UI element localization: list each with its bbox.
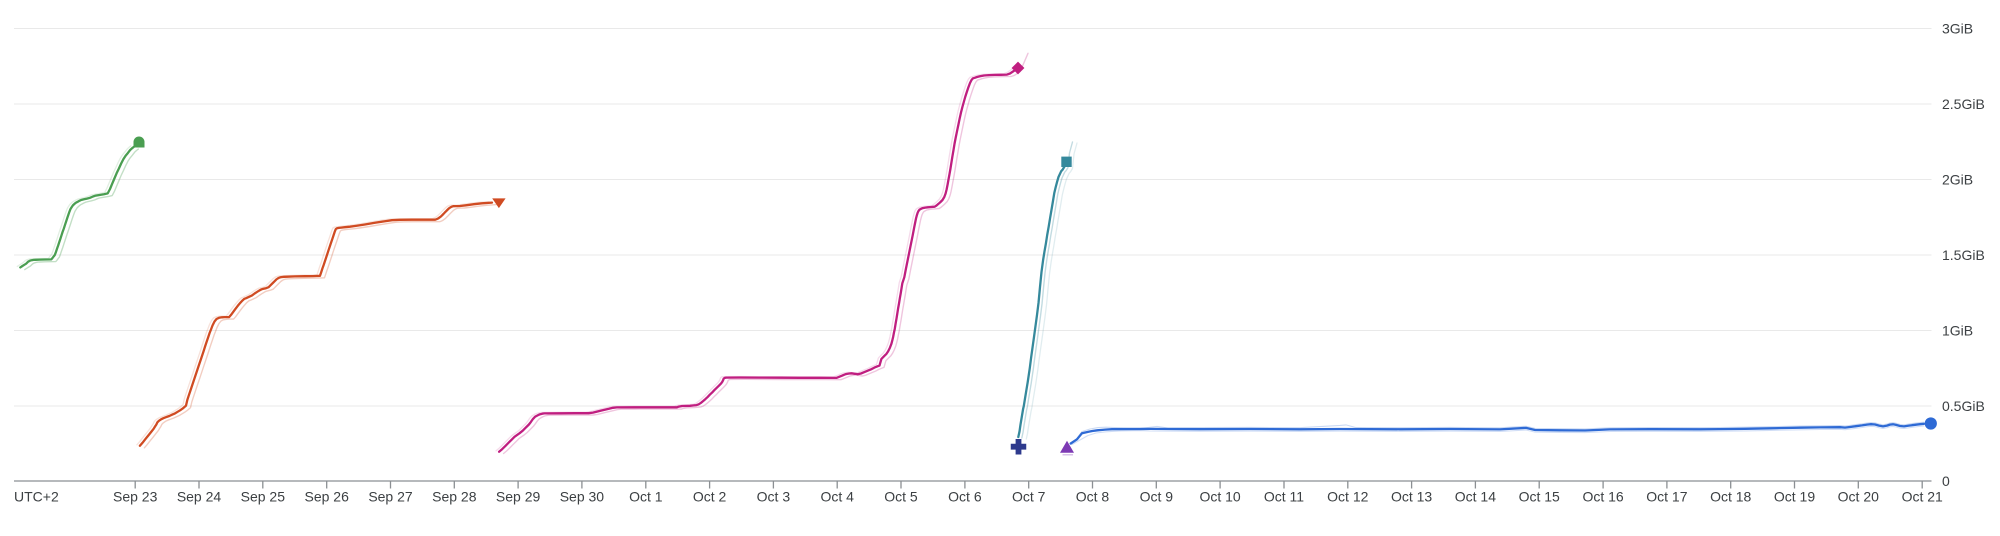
svg-text:Oct 20: Oct 20 <box>1838 489 1879 505</box>
svg-text:Oct 9: Oct 9 <box>1140 489 1174 505</box>
svg-text:2.5GiB: 2.5GiB <box>1942 96 1985 112</box>
svg-text:Oct 12: Oct 12 <box>1327 489 1368 505</box>
svg-text:Sep 25: Sep 25 <box>241 489 286 505</box>
svg-text:Oct 11: Oct 11 <box>1264 489 1304 505</box>
svg-text:Oct 13: Oct 13 <box>1391 489 1432 505</box>
svg-text:Sep 28: Sep 28 <box>432 489 477 505</box>
svg-text:Oct 3: Oct 3 <box>757 489 791 505</box>
svg-text:UTC+2: UTC+2 <box>14 489 59 505</box>
svg-text:0: 0 <box>1942 473 1950 489</box>
svg-text:Oct 7: Oct 7 <box>1012 489 1046 505</box>
svg-text:Oct 10: Oct 10 <box>1199 489 1240 505</box>
svg-text:Oct 14: Oct 14 <box>1455 489 1496 505</box>
svg-text:Oct 15: Oct 15 <box>1519 489 1560 505</box>
svg-text:1.5GiB: 1.5GiB <box>1942 247 1985 263</box>
svg-text:Oct 1: Oct 1 <box>629 489 663 505</box>
svg-text:Oct 21: Oct 21 <box>1902 489 1943 505</box>
svg-text:Oct 16: Oct 16 <box>1582 489 1623 505</box>
svg-text:Oct 17: Oct 17 <box>1646 489 1687 505</box>
svg-text:Oct 5: Oct 5 <box>884 489 918 505</box>
svg-text:1GiB: 1GiB <box>1942 323 1973 339</box>
svg-text:0.5GiB: 0.5GiB <box>1942 398 1985 414</box>
svg-text:Sep 23: Sep 23 <box>113 489 158 505</box>
svg-text:Oct 4: Oct 4 <box>820 489 854 505</box>
svg-text:Sep 24: Sep 24 <box>177 489 222 505</box>
svg-text:Sep 26: Sep 26 <box>305 489 350 505</box>
svg-text:Oct 2: Oct 2 <box>693 489 727 505</box>
svg-text:Oct 19: Oct 19 <box>1774 489 1815 505</box>
svg-text:3GiB: 3GiB <box>1942 21 1973 37</box>
svg-text:Oct 18: Oct 18 <box>1710 489 1751 505</box>
svg-text:Sep 30: Sep 30 <box>560 489 605 505</box>
svg-text:Oct 6: Oct 6 <box>948 489 982 505</box>
svg-text:2GiB: 2GiB <box>1942 172 1973 188</box>
svg-text:Oct 8: Oct 8 <box>1076 489 1110 505</box>
svg-text:Sep 27: Sep 27 <box>368 489 413 505</box>
svg-text:Sep 29: Sep 29 <box>496 489 541 505</box>
